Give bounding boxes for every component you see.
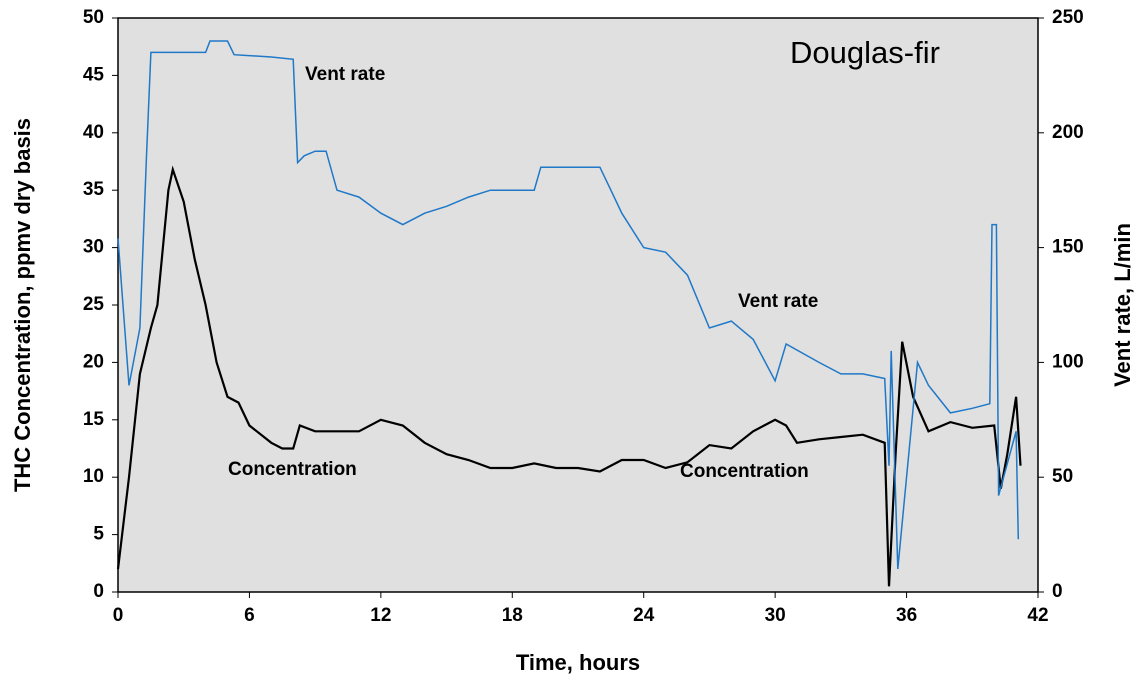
- x-tick-label: 12: [370, 605, 391, 626]
- series-line: [116, 165, 1022, 587]
- y2-tick-label: 200: [1052, 122, 1084, 143]
- y-tick-label: 0: [93, 581, 104, 602]
- x-tick-label: 30: [765, 605, 786, 626]
- x-tick-label: 0: [113, 605, 124, 626]
- x-tick-label: 18: [502, 605, 523, 626]
- y-tick-label: 10: [83, 466, 104, 487]
- x-tick-label: 36: [896, 605, 917, 626]
- y-tick-label: 15: [83, 409, 105, 430]
- plot-area: [117, 17, 1039, 593]
- chart-title: Douglas-fir: [790, 35, 940, 70]
- x-axis-label: Time, hours: [516, 650, 640, 675]
- y2-tick-label: 150: [1052, 237, 1084, 258]
- y-axis-label: THC Concentration, ppmv dry basis: [10, 118, 35, 492]
- x-tick-label: 42: [1027, 605, 1048, 626]
- y-tick-label: 5: [93, 524, 104, 545]
- y-tick-label: 35: [83, 179, 105, 200]
- y2-tick-label: 100: [1052, 351, 1084, 372]
- series-line: [117, 40, 1020, 570]
- y2-tick-label: 50: [1052, 466, 1073, 487]
- y-tick-label: 50: [83, 7, 104, 28]
- y2-tick-label: 250: [1052, 7, 1084, 28]
- y2-tick-label: 0: [1052, 581, 1063, 602]
- y-tick-label: 20: [83, 351, 104, 372]
- annotation: Concentration: [228, 459, 357, 480]
- y-tick-label: 30: [83, 237, 104, 258]
- annotation: Vent rate: [738, 291, 818, 312]
- annotation: Vent rate: [305, 64, 385, 85]
- y-tick-label: 25: [83, 294, 105, 315]
- y-tick-label: 45: [83, 64, 105, 85]
- x-tick-label: 6: [244, 605, 255, 626]
- x-tick-label: 24: [633, 605, 655, 626]
- y2-axis-label: Vent rate, L/min: [1110, 223, 1135, 387]
- annotation: Concentration: [680, 461, 809, 482]
- y-tick-label: 40: [83, 122, 104, 143]
